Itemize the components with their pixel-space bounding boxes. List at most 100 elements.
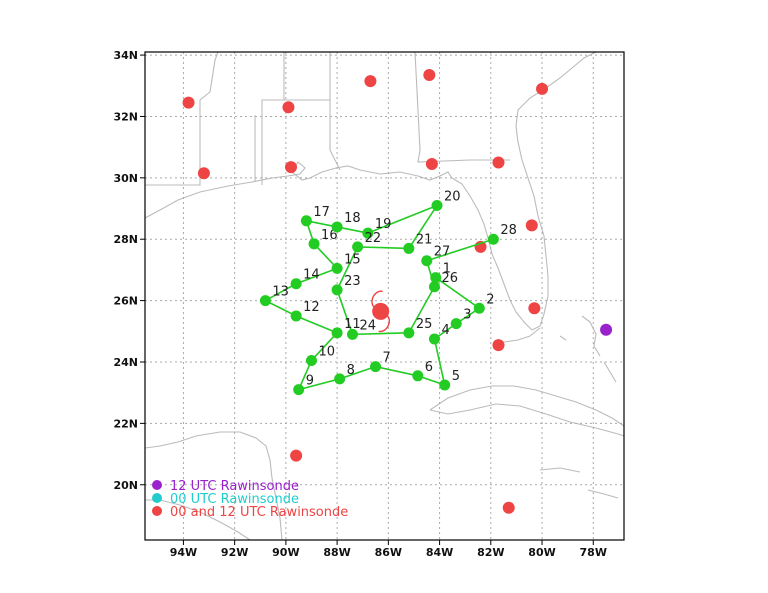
dropsonde-label: 10 [318, 344, 335, 359]
legend-marker-both [152, 506, 162, 516]
dropsonde-point [331, 327, 343, 339]
dropsonde-point [290, 278, 302, 290]
x-tick-label: 80W [528, 546, 555, 559]
dropsonde-label: 24 [359, 318, 376, 333]
dropsonde-point [308, 238, 320, 250]
dropsonde-point [473, 302, 485, 314]
dropsonde-point [428, 333, 440, 345]
flight-leg [435, 276, 480, 309]
flight-leg [336, 289, 354, 335]
legend-label-12utc: 12 UTC Rawinsonde [170, 479, 299, 494]
coastlines [145, 52, 624, 540]
dropsonde-point [331, 221, 343, 233]
y-tick-label: 20N [113, 479, 138, 492]
dropsonde-point [439, 379, 451, 391]
dropsonde-label: 27 [434, 245, 451, 260]
rawinsonde-00-12utc-marker [197, 167, 210, 180]
rawinsonde-00-12utc-marker [282, 101, 295, 114]
dropsonde-point [412, 370, 424, 382]
dropsonde-point [293, 384, 305, 396]
dropsonde-label: 6 [425, 360, 433, 375]
storm-center [371, 290, 390, 333]
rawinsonde-00-12utc-marker [423, 69, 436, 82]
dropsonde-point [370, 361, 382, 373]
y-tick-label: 32N [113, 110, 138, 123]
dropsonde-label: 7 [383, 351, 391, 366]
rawinsonde-00-12utc-marker [528, 302, 541, 315]
rawinsonde-12utc-marker [600, 323, 613, 336]
y-tick-label: 26N [113, 295, 138, 308]
dropsonde-point [290, 310, 302, 322]
flight-leg [265, 299, 297, 317]
flight-leg [367, 204, 438, 234]
dropsonde-label: 17 [313, 205, 330, 220]
flight-leg [357, 246, 409, 250]
rawinsonde-00-12utc-marker [425, 158, 438, 171]
flight-leg [408, 205, 438, 249]
legend: 12 UTC Rawinsonde 00 UTC Rawinsonde 00 a… [152, 479, 348, 520]
dropsonde-label: 18 [344, 211, 361, 226]
latitude-axis: 20N 22N 24N 26N 28N 30N 32N 34N [113, 49, 145, 492]
flight-leg [295, 315, 338, 334]
y-tick-label: 30N [113, 172, 138, 185]
dropsonde-label: 23 [344, 274, 361, 289]
dropsonde-label: 5 [452, 369, 460, 384]
dropsonde-label: 11 [344, 317, 361, 332]
x-tick-label: 88W [323, 546, 350, 559]
dropsonde-label: 16 [321, 228, 338, 243]
dropsonde-label: 25 [416, 317, 433, 332]
dropsonde-label: 20 [444, 189, 461, 204]
rawinsonde-stations [182, 69, 613, 514]
y-tick-label: 28N [113, 233, 138, 246]
hurricane-center-marker [372, 302, 390, 320]
dropsonde-label: 1 [443, 262, 451, 277]
flight-leg [408, 286, 436, 334]
dropsonde-point [430, 272, 442, 284]
graticule [145, 52, 624, 540]
flight-leg [298, 378, 340, 391]
flight-leg [265, 283, 297, 302]
rawinsonde-00-12utc-marker [525, 219, 538, 232]
y-tick-label: 34N [113, 49, 138, 62]
flight-leg [339, 365, 376, 380]
rawinsonde-00-12utc-marker [285, 161, 298, 174]
dropsonde-point [421, 255, 433, 267]
x-tick-label: 94W [170, 546, 197, 559]
flight-leg [426, 238, 494, 262]
dropsonde-label: 3 [463, 308, 471, 323]
dropsonde-label: 9 [306, 374, 314, 389]
x-tick-label: 82W [477, 546, 504, 559]
legend-label-both: 00 and 12 UTC Rawinsonde [170, 505, 348, 520]
dropsonde-label: 2 [486, 292, 494, 307]
dropsonde-point [428, 281, 440, 293]
dropsonde-point [450, 318, 462, 330]
longitude-axis: 94W 92W 90W 88W 86W 84W 82W 80W 78W [170, 540, 607, 559]
dropsonde-point [331, 284, 343, 296]
dropsonde-point [403, 242, 415, 254]
flight-leg [295, 267, 338, 285]
x-tick-label: 84W [426, 546, 453, 559]
legend-label-00utc: 00 UTC Rawinsonde [170, 492, 299, 507]
dropsonde-point [362, 227, 374, 239]
flight-leg [313, 243, 338, 269]
x-tick-label: 78W [580, 546, 607, 559]
dropsonde-point [331, 262, 343, 274]
x-tick-label: 92W [221, 546, 248, 559]
rawinsonde-00-12utc-marker [364, 75, 377, 88]
dropsonde-label: 22 [365, 231, 382, 246]
dropsonde-label: 12 [303, 300, 320, 315]
map-frame [144, 51, 625, 541]
dropsonde-point [487, 233, 499, 245]
rawinsonde-00-12utc-marker [182, 96, 195, 109]
flight-leg [375, 365, 418, 377]
dropsonde-point [305, 354, 317, 366]
dropsonde-label: 21 [416, 232, 433, 247]
rawinsonde-00-12utc-marker [492, 339, 505, 352]
rawinsonde-00-12utc-marker [492, 156, 505, 169]
y-tick-label: 24N [113, 356, 138, 369]
dropsonde-point [346, 328, 358, 340]
legend-marker-12utc [152, 480, 162, 490]
dropsonde-point [334, 373, 346, 385]
